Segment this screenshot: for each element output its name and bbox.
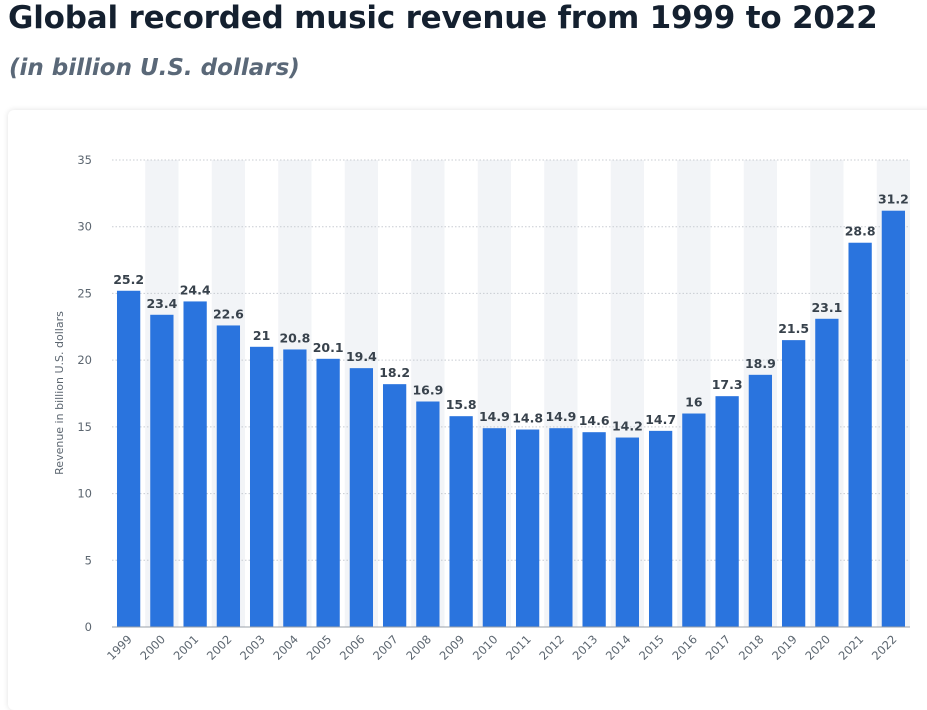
value-label: 18.9 <box>745 356 776 371</box>
value-labels: 25.223.424.422.6 21 20.820.119.418.216.915… <box>113 192 909 434</box>
x-tick-label: 2018 <box>736 632 767 663</box>
bar[interactable] <box>582 432 606 627</box>
y-axis-ticks: 0 5 10 15 20 25 30 35 <box>77 153 92 634</box>
y-tick-label: 20 <box>77 353 92 367</box>
y-tick-label: 15 <box>77 420 92 434</box>
bar[interactable] <box>515 429 540 627</box>
bar[interactable] <box>615 437 640 627</box>
value-label: 15.8 <box>446 397 477 412</box>
bar[interactable] <box>116 290 141 627</box>
page-title: Global recorded music revenue from 1999 … <box>8 0 878 36</box>
x-tick-label: 2008 <box>403 632 434 663</box>
x-tick-label: 2007 <box>370 632 401 663</box>
value-label: 14.2 <box>612 419 643 434</box>
y-axis-title: Revenue in billion U.S. dollars <box>53 311 66 475</box>
value-label: 23.1 <box>811 300 842 315</box>
bars <box>116 210 906 627</box>
x-axis-ticks: 1999 2000 2001 2002 2003 2004 2005 2006 2007 2008… <box>104 632 899 663</box>
bar[interactable] <box>416 401 440 627</box>
bar[interactable] <box>682 413 706 627</box>
x-tick-label: 2011 <box>503 632 534 663</box>
bar[interactable] <box>815 318 839 627</box>
value-label: 20.8 <box>279 330 310 345</box>
value-label: 18.2 <box>379 365 410 380</box>
bar[interactable] <box>449 416 473 627</box>
bar[interactable] <box>748 374 773 627</box>
x-tick-label: 2001 <box>171 632 202 663</box>
bar[interactable] <box>881 210 906 627</box>
value-label: 17.3 <box>712 377 743 392</box>
bar[interactable] <box>150 314 174 627</box>
bar[interactable] <box>216 325 241 627</box>
x-tick-label: 2005 <box>304 632 335 663</box>
y-tick-label: 0 <box>85 620 92 634</box>
value-label: 22.6 <box>213 306 244 321</box>
bar[interactable] <box>249 346 274 627</box>
x-tick-label: 2002 <box>204 632 235 663</box>
x-tick-label: 2009 <box>437 632 468 663</box>
bar[interactable] <box>482 428 507 627</box>
bar[interactable] <box>283 349 307 627</box>
x-tick-label: 2000 <box>137 632 168 663</box>
x-tick-label: 2004 <box>270 632 301 663</box>
x-tick-label: 2021 <box>836 632 867 663</box>
page-subtitle: (in billion U.S. dollars) <box>9 55 300 81</box>
x-tick-label: 2016 <box>669 632 700 663</box>
value-label: 14.7 <box>645 412 676 427</box>
y-tick-label: 25 <box>77 286 92 300</box>
value-label: 14.6 <box>579 413 610 428</box>
bar[interactable] <box>549 428 573 627</box>
bar[interactable] <box>183 301 207 627</box>
bar[interactable] <box>648 430 673 627</box>
gridlines <box>112 159 910 561</box>
y-tick-label: 30 <box>77 220 92 234</box>
value-label: 21.5 <box>778 321 809 336</box>
value-label: 31.2 <box>878 192 909 207</box>
x-tick-label: 2015 <box>636 632 667 663</box>
value-label: 16.9 <box>412 383 443 398</box>
x-tick-label: 2003 <box>237 632 268 663</box>
value-label: 20.1 <box>313 340 344 355</box>
y-tick-label: 35 <box>77 153 92 167</box>
bar[interactable] <box>715 396 739 627</box>
y-tick-label: 5 <box>85 553 92 567</box>
x-tick-label: 2012 <box>536 632 567 663</box>
x-tick-label: 2020 <box>802 632 833 663</box>
value-label: 19.4 <box>346 349 377 364</box>
x-tick-label: 2017 <box>703 632 734 663</box>
bar[interactable] <box>382 384 407 627</box>
x-tick-label: 2019 <box>769 632 800 663</box>
value-label: 28.8 <box>845 224 876 239</box>
value-label: 23.4 <box>146 296 177 311</box>
value-label: 24.4 <box>180 282 211 297</box>
value-label: 25.2 <box>113 272 144 287</box>
bar[interactable] <box>316 358 340 627</box>
bar[interactable] <box>848 242 872 627</box>
x-tick-label: 2014 <box>603 632 634 663</box>
value-label: 14.8 <box>512 411 543 426</box>
y-tick-label: 10 <box>77 487 92 501</box>
value-label: 21 <box>253 328 270 343</box>
x-tick-label: 1999 <box>104 632 135 663</box>
value-label: 14.9 <box>545 409 576 424</box>
value-label: 16 <box>685 395 703 410</box>
x-tick-label: 2022 <box>869 632 900 663</box>
x-tick-label: 2010 <box>470 632 501 663</box>
bar[interactable] <box>781 340 806 627</box>
x-tick-label: 2006 <box>337 632 368 663</box>
x-tick-label: 2013 <box>570 632 601 663</box>
value-label: 14.9 <box>479 409 510 424</box>
bar[interactable] <box>349 368 374 627</box>
